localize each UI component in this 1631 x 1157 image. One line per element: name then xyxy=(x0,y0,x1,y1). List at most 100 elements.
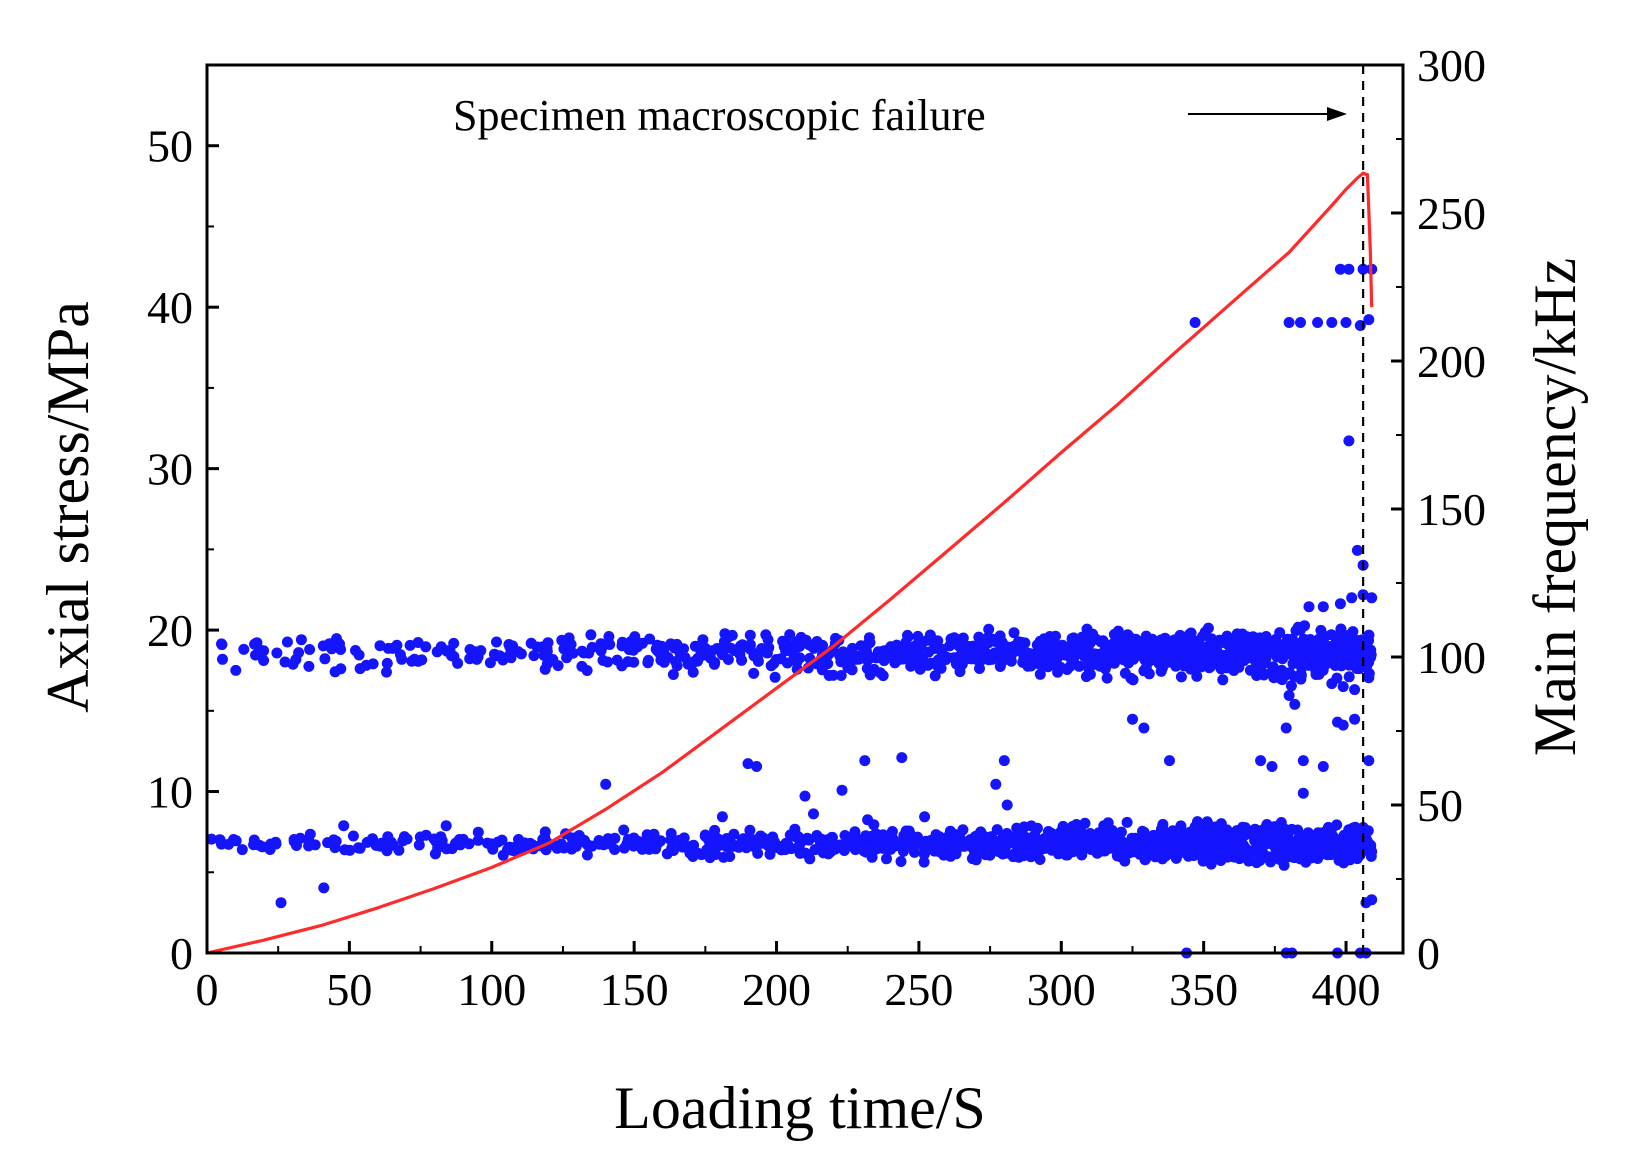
frequency-point xyxy=(744,824,756,836)
frequency-point xyxy=(1001,799,1013,811)
frequency-point xyxy=(391,639,403,651)
x-tick-label: 300 xyxy=(1027,964,1096,1015)
frequency-point xyxy=(453,834,465,845)
frequency-point xyxy=(918,856,930,868)
x-tick-label: 350 xyxy=(1169,964,1238,1015)
frequency-point xyxy=(1116,835,1128,847)
frequency-point xyxy=(1057,820,1069,832)
frequency-point xyxy=(629,631,641,643)
frequency-point xyxy=(752,655,764,667)
frequency-point xyxy=(1297,638,1309,650)
frequency-point xyxy=(1164,755,1175,767)
frequency-point xyxy=(1338,857,1350,869)
x-tick-label: 150 xyxy=(600,964,669,1015)
frequency-point xyxy=(716,811,728,823)
frequency-point xyxy=(1329,660,1341,671)
frequency-point xyxy=(912,831,923,843)
frequency-point xyxy=(1136,833,1148,844)
frequency-point xyxy=(1025,660,1037,672)
frequency-point xyxy=(648,828,660,840)
frequency-point xyxy=(1125,672,1137,684)
frequency-point xyxy=(791,641,803,653)
frequency-point xyxy=(397,835,409,847)
frequency-point xyxy=(1351,544,1363,556)
frequency-point xyxy=(969,837,981,849)
frequency-point xyxy=(1160,850,1172,862)
frequency-point xyxy=(1157,818,1169,830)
frequency-point xyxy=(862,814,874,826)
frequency-point xyxy=(1312,668,1324,680)
frequency-point xyxy=(1068,652,1080,664)
frequency-point xyxy=(697,634,709,646)
right-y-tick-label: 200 xyxy=(1417,336,1486,387)
frequency-point xyxy=(609,832,621,844)
frequency-point xyxy=(1337,681,1349,693)
frequency-point xyxy=(950,658,962,670)
frequency-point xyxy=(1008,627,1020,639)
frequency-point xyxy=(836,784,848,796)
frequency-point xyxy=(944,836,956,848)
frequency-point xyxy=(628,656,640,668)
frequency-point xyxy=(763,642,775,654)
frequency-point xyxy=(393,844,405,856)
frequency-point xyxy=(271,647,283,659)
frequency-point xyxy=(1297,787,1309,799)
frequency-point xyxy=(563,632,575,644)
frequency-point xyxy=(1018,821,1030,833)
frequency-point xyxy=(895,856,907,867)
frequency-point xyxy=(1336,642,1347,654)
frequency-point xyxy=(1312,317,1324,328)
frequency-point xyxy=(1256,635,1268,647)
frequency-point xyxy=(718,851,730,863)
left-y-tick-label: 20 xyxy=(147,605,193,656)
frequency-point xyxy=(541,645,553,657)
frequency-point xyxy=(658,644,670,656)
frequency-point xyxy=(581,849,593,861)
frequency-point xyxy=(1295,317,1306,328)
frequency-point xyxy=(573,830,585,841)
frequency-point xyxy=(1351,657,1362,669)
frequency-point xyxy=(206,833,217,845)
frequency-point xyxy=(1283,317,1295,328)
frequency-point xyxy=(396,653,408,665)
frequency-point xyxy=(1301,652,1313,664)
frequency-point xyxy=(567,647,579,659)
frequency-point xyxy=(1347,839,1359,850)
frequency-point xyxy=(1018,841,1030,852)
frequency-point xyxy=(1343,435,1355,447)
x-tick-label: 200 xyxy=(742,964,811,1015)
frequency-point xyxy=(1114,851,1126,863)
frequency-point xyxy=(775,653,787,665)
frequency-point xyxy=(1303,601,1315,613)
frequency-point xyxy=(1215,818,1227,830)
frequency-point xyxy=(448,637,460,649)
frequency-point xyxy=(382,642,394,654)
frequency-point xyxy=(1101,672,1113,684)
frequency-point xyxy=(748,667,760,679)
frequency-point xyxy=(435,831,447,843)
axes: 0 50 100 150 200 250 300 350 400 0 10 20 30 40 50 0 50 10… xyxy=(147,40,1486,1015)
frequency-point xyxy=(1313,643,1325,655)
frequency-point xyxy=(751,761,763,772)
frequency-point xyxy=(409,653,420,665)
frequency-point xyxy=(983,623,995,635)
frequency-point xyxy=(1052,646,1064,658)
frequency-point xyxy=(1214,655,1226,666)
frequency-point xyxy=(1349,821,1361,833)
frequency-point xyxy=(1217,839,1229,851)
frequency-point xyxy=(496,834,508,846)
frequency-point xyxy=(744,629,756,641)
frequency-point xyxy=(1160,656,1172,668)
x-axis-title: Loading time/S xyxy=(614,1075,986,1141)
frequency-point xyxy=(448,651,460,662)
left-y-tick-label: 40 xyxy=(147,282,193,333)
frequency-point xyxy=(1144,832,1156,844)
frequency-point xyxy=(877,670,889,682)
frequency-point xyxy=(1095,845,1107,857)
frequency-point xyxy=(1163,636,1174,648)
frequency-point xyxy=(429,848,441,860)
right-y-tick-label: 0 xyxy=(1417,928,1440,979)
frequency-point xyxy=(1145,654,1157,666)
frequency-point xyxy=(817,639,828,651)
